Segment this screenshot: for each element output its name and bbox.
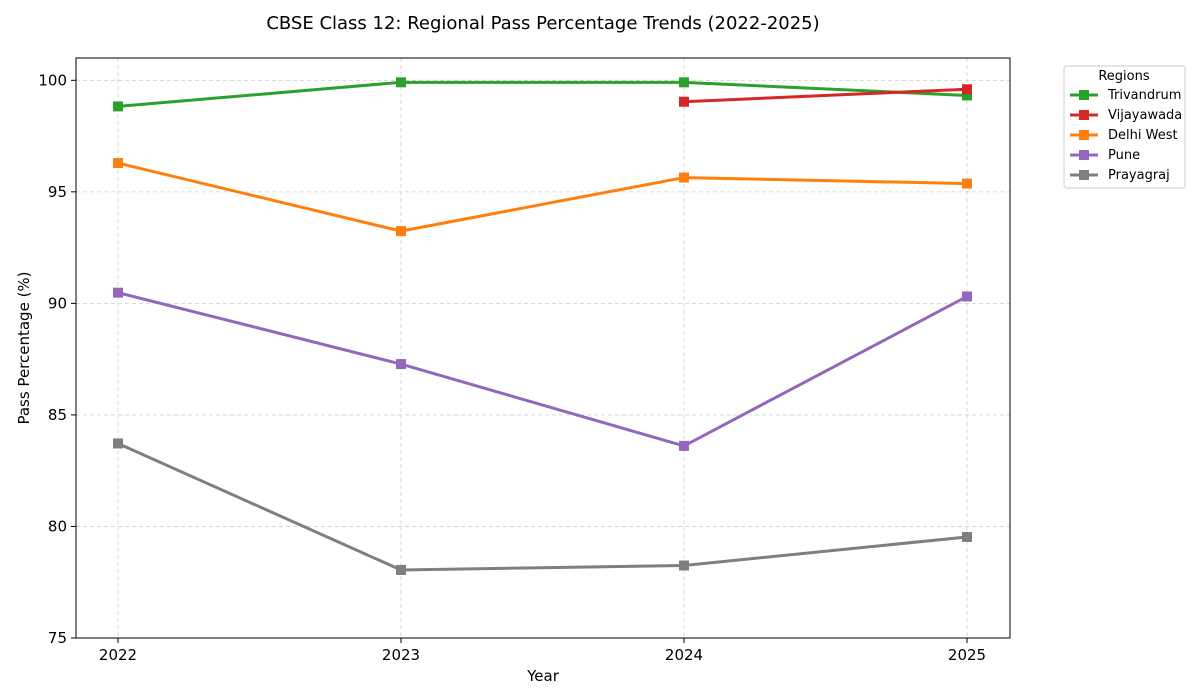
data-point-pune [679,440,689,451]
chart-title: CBSE Class 12: Regional Pass Percentage … [266,13,819,34]
y-axis-label: Pass Percentage (%) [15,271,33,424]
x-tick-label: 2022 [99,646,137,664]
series-line-vijayawada [683,87,968,104]
legend-label-pune: Pune [1108,148,1140,163]
series-line-prayagraj [117,442,968,572]
legend-label-prayagraj: Prayagraj [1108,168,1170,183]
x-tick-label: 2024 [665,646,703,664]
data-point-delhi-west [679,172,689,183]
series-line-delhi-west [117,161,968,233]
legend-marker-prayagraj [1079,170,1089,180]
y-tick-label: 90 [48,294,67,312]
x-tick-label: 2023 [382,646,420,664]
data-point-pune [396,359,406,370]
x-tick-label: 2025 [948,646,986,664]
data-point-delhi-west [396,226,406,237]
legend-marker-vijayawada [1079,110,1089,120]
data-point-trivandrum [679,77,689,88]
y-tick-label: 80 [48,517,67,535]
data-point-delhi-west [962,178,972,189]
y-tick-label: 100 [38,71,67,89]
data-point-pune [962,291,972,302]
y-tick-label: 85 [48,406,67,424]
x-axis-label: Year [526,667,560,685]
data-point-vijayawada [962,84,972,95]
legend-label-vijayawada: Vijayawada [1108,108,1182,123]
legend-marker-trivandrum [1079,90,1089,100]
x-axis: 2022 2023 2024 2025 [99,638,986,664]
data-point-pune [113,287,123,298]
legend-marker-delhi-west [1079,130,1089,140]
data-point-prayagraj [679,560,689,571]
data-point-trivandrum [396,77,406,88]
legend-marker-pune [1079,150,1089,160]
series-group [113,77,972,575]
data-point-trivandrum [113,101,123,112]
legend-label-delhi-west: Delhi West [1108,128,1178,143]
plot-area-frame [75,57,1011,639]
data-point-trivandrum [962,90,972,101]
y-tick-label: 95 [48,183,67,201]
data-point-prayagraj [396,564,406,575]
data-point-vijayawada [679,96,689,107]
y-tick-label: 75 [48,629,67,647]
legend-title: Regions [1098,69,1150,84]
data-point-delhi-west [113,158,123,169]
legend: Regions Trivandrum Vijayawada Delhi West Pu… [1063,65,1186,189]
y-axis: 75 80 85 90 95 100 [38,71,76,647]
legend-label-trivandrum: Trivandrum [1107,88,1181,103]
data-point-prayagraj [113,438,123,449]
data-point-prayagraj [962,531,972,542]
series-line-trivandrum [117,80,968,108]
series-line-pune [117,291,968,448]
